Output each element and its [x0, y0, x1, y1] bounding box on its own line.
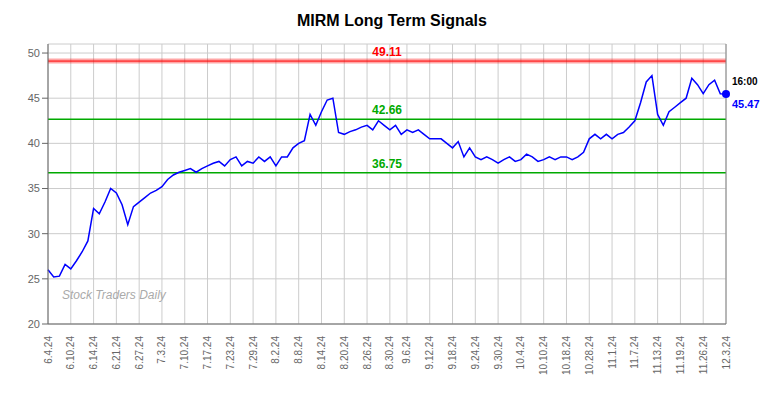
svg-text:7.3.24: 7.3.24 [156, 336, 167, 364]
svg-text:9.6.24: 9.6.24 [401, 336, 412, 364]
svg-text:11.19.24: 11.19.24 [675, 336, 686, 375]
svg-text:8.14.24: 8.14.24 [316, 336, 327, 370]
svg-text:50: 50 [28, 47, 40, 59]
svg-text:9.18.24: 9.18.24 [447, 336, 458, 370]
svg-text:30: 30 [28, 228, 40, 240]
svg-text:25: 25 [28, 273, 40, 285]
svg-text:6.10.24: 6.10.24 [65, 336, 76, 370]
svg-text:10.4.24: 10.4.24 [515, 336, 526, 370]
svg-text:10.10.24: 10.10.24 [538, 336, 549, 375]
svg-text:9.24.24: 9.24.24 [470, 336, 481, 370]
svg-text:7.10.24: 7.10.24 [179, 336, 190, 370]
svg-text:11.26.24: 11.26.24 [698, 336, 709, 375]
svg-text:8.30.24: 8.30.24 [384, 336, 395, 370]
svg-text:9.30.24: 9.30.24 [493, 336, 504, 370]
svg-text:40: 40 [28, 137, 40, 149]
html-text:Stock Traders Daily: Stock Traders Daily [62, 288, 166, 302]
svg-text:8.20.24: 8.20.24 [339, 336, 350, 370]
svg-text:49.11: 49.11 [372, 45, 402, 59]
svg-text:11.1.24: 11.1.24 [607, 336, 618, 369]
svg-text:36.75: 36.75 [372, 157, 402, 171]
svg-text:8.26.24: 8.26.24 [362, 336, 373, 370]
svg-text:11.13.24: 11.13.24 [652, 336, 663, 375]
svg-text:6.14.24: 6.14.24 [88, 336, 99, 370]
svg-text:9.12.24: 9.12.24 [424, 336, 435, 370]
svg-text:7.23.24: 7.23.24 [225, 336, 236, 370]
svg-text:7.17.24: 7.17.24 [202, 336, 213, 370]
svg-text:16:00: 16:00 [732, 76, 758, 87]
svg-text:6.21.24: 6.21.24 [111, 336, 122, 370]
svg-text:12.3.24: 12.3.24 [721, 336, 732, 370]
svg-text:6.4.24: 6.4.24 [43, 336, 54, 364]
svg-text:7.29.24: 7.29.24 [248, 336, 259, 370]
svg-text:35: 35 [28, 182, 40, 194]
svg-text:10.18.24: 10.18.24 [561, 336, 572, 375]
svg-text:45: 45 [28, 92, 40, 104]
svg-text:11.7.24: 11.7.24 [629, 336, 640, 369]
svg-text:8.2.24: 8.2.24 [270, 336, 281, 364]
svg-text:45.47: 45.47 [732, 98, 760, 110]
svg-text:8.8.24: 8.8.24 [293, 336, 304, 364]
svg-text:10.28.24: 10.28.24 [584, 336, 595, 375]
html-text:MIRM Long Term Signals: MIRM Long Term Signals [297, 12, 487, 29]
svg-text:20: 20 [28, 318, 40, 330]
svg-text:42.66: 42.66 [372, 103, 402, 117]
svg-text:6.27.24: 6.27.24 [134, 336, 145, 370]
